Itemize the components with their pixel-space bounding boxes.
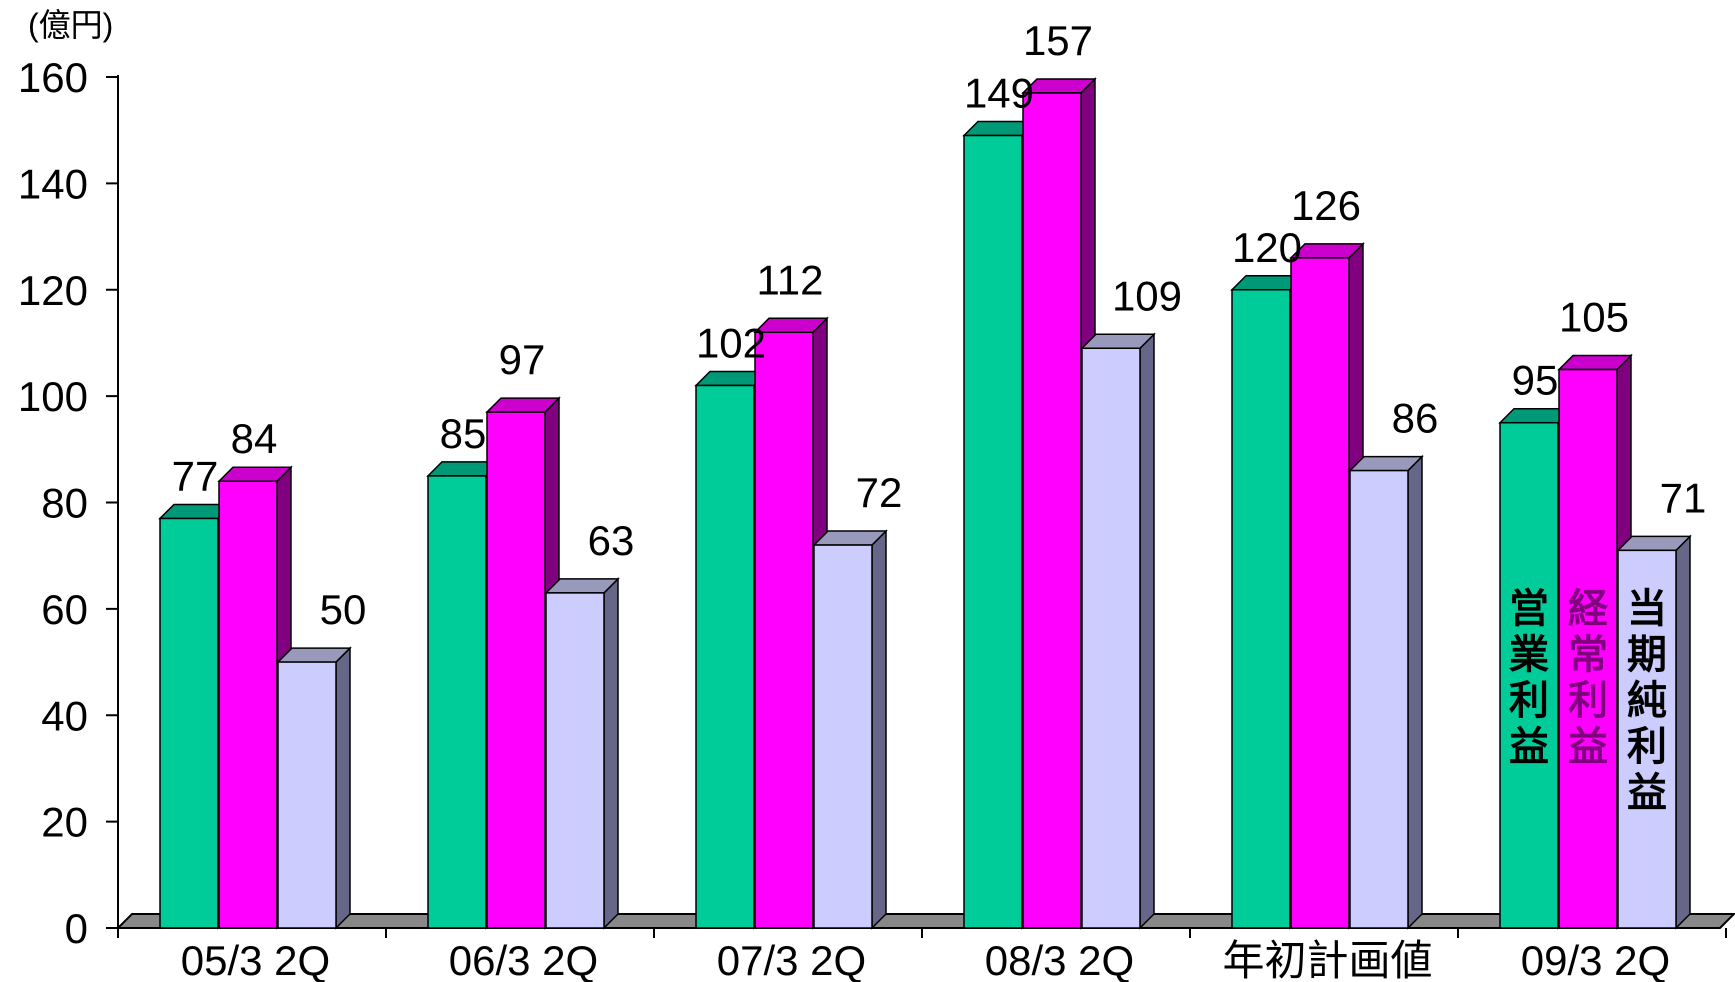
bar-front: [695, 384, 755, 929]
series-label: 当期純利益: [1627, 587, 1667, 815]
bar-front: [963, 134, 1023, 929]
data-label: 102: [696, 319, 766, 366]
bar-front: [218, 480, 278, 929]
y-tick-label: 100: [18, 373, 88, 420]
bar-side: [603, 577, 619, 930]
bar-side: [1139, 332, 1155, 930]
category-label: 09/3 2Q: [1521, 937, 1670, 982]
bar-front: [159, 517, 219, 929]
bar-front: [1349, 469, 1409, 929]
data-label: 77: [172, 452, 219, 499]
y-tick-label: 20: [41, 799, 88, 846]
series-label: 営業利益: [1509, 587, 1549, 769]
bar-front: [754, 331, 814, 929]
y-tick-label: 120: [18, 267, 88, 314]
y-tick-label: 40: [41, 692, 88, 739]
bar-front: [486, 411, 546, 929]
bar-front: [1022, 92, 1082, 929]
y-tick-label: 80: [41, 480, 88, 527]
data-label: 63: [588, 517, 635, 564]
data-label: 95: [1512, 357, 1559, 404]
floor: [115, 913, 1735, 929]
bar-front: [1617, 549, 1677, 929]
y-tick-label: 140: [18, 160, 88, 207]
bar: [1080, 332, 1156, 930]
bar-side: [871, 529, 887, 930]
data-label: 120: [1232, 224, 1302, 271]
bar: [276, 646, 352, 930]
bar-side: [1407, 454, 1423, 930]
data-label: 84: [231, 415, 278, 462]
bar-front: [277, 661, 337, 929]
bar: [485, 396, 561, 930]
bar: [812, 529, 888, 930]
bar: [1616, 534, 1692, 930]
bar-front: [1558, 368, 1618, 929]
value-labels: 77 85 102 149 120 95 84 97 112 157 126 105 50 63 72 109…: [172, 17, 1707, 815]
data-label: 97: [499, 336, 546, 383]
bar-front: [813, 544, 873, 929]
category-label: 06/3 2Q: [449, 937, 598, 982]
data-label: 109: [1112, 272, 1182, 319]
data-label: 126: [1291, 182, 1361, 229]
bar-front: [545, 592, 605, 929]
bar: [1348, 454, 1424, 930]
series-label: 経常利益: [1568, 587, 1609, 769]
data-label: 85: [440, 410, 487, 457]
bar-front: [1290, 257, 1350, 929]
bars: [158, 77, 1692, 930]
data-label: 86: [1392, 395, 1439, 442]
bar-front: [1231, 289, 1291, 929]
category-label: 05/3 2Q: [181, 937, 330, 982]
bar: [544, 577, 620, 930]
data-label: 105: [1559, 294, 1629, 341]
category-label: 08/3 2Q: [985, 937, 1134, 982]
bar-side: [335, 646, 351, 930]
y-tick-label: 0: [65, 905, 88, 952]
bar-front: [1499, 421, 1559, 929]
data-label: 157: [1023, 17, 1093, 64]
data-label: 112: [757, 256, 824, 303]
data-label: 71: [1660, 474, 1707, 521]
y-tick-label: 60: [41, 586, 88, 633]
data-label: 50: [320, 586, 367, 633]
category-label: 年初計画値: [1222, 937, 1432, 982]
unit-label: (億円): [28, 7, 113, 43]
data-label: 149: [964, 70, 1034, 117]
category-label: 07/3 2Q: [717, 937, 866, 982]
y-tick-label: 160: [18, 54, 88, 101]
bar-front: [427, 475, 487, 929]
bar-side: [1675, 534, 1691, 930]
data-label: 72: [856, 469, 903, 516]
bar-front: [1081, 347, 1141, 929]
